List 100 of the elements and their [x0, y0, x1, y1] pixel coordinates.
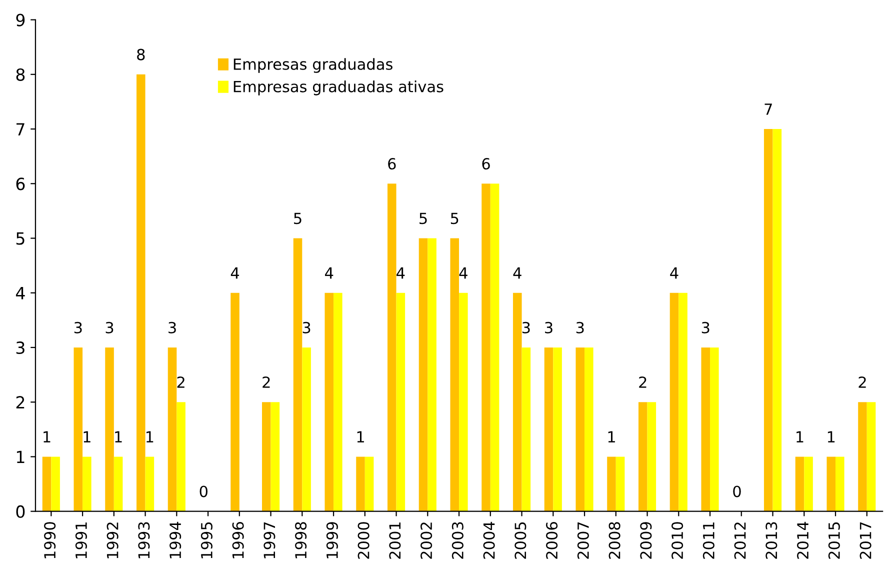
- data-label: 3: [168, 322, 176, 334]
- bar: [51, 456, 60, 512]
- data-label: 4: [513, 267, 522, 279]
- x-tick-label: 1998: [295, 522, 307, 558]
- bar: [866, 402, 876, 512]
- bar: [616, 456, 625, 512]
- data-label: 5: [450, 212, 458, 224]
- data-label: 1: [44, 431, 50, 442]
- x-tick-label: 1995: [200, 522, 212, 558]
- bar: [387, 184, 396, 512]
- bar: [302, 347, 311, 512]
- x-tick-label: 2006: [546, 522, 558, 559]
- x-tick-label: 1999: [326, 522, 338, 558]
- bar: [607, 456, 616, 512]
- x-tick-label: 2008: [608, 522, 620, 559]
- bar: [82, 456, 92, 512]
- bar: [795, 456, 804, 512]
- bar: [804, 456, 813, 512]
- bar: [396, 292, 406, 512]
- x-tick-label: 2015: [828, 522, 840, 559]
- data-label: 1: [146, 431, 154, 442]
- bar: [114, 456, 123, 512]
- data-label: 1: [796, 431, 804, 442]
- data-label: 4: [670, 267, 678, 279]
- y-tick-label: 0: [16, 505, 25, 518]
- x-tick-label: 2017: [860, 522, 872, 559]
- x-tick-label: 2007: [577, 522, 589, 559]
- bar: [364, 456, 374, 512]
- bar: [490, 184, 500, 512]
- bar: [576, 347, 585, 512]
- bar: [105, 347, 114, 512]
- bar: [324, 292, 334, 512]
- data-label: 2: [177, 376, 184, 388]
- data-label: 2: [858, 376, 866, 388]
- y-tick-label: 8: [16, 68, 25, 81]
- y-tick-label: 9: [16, 14, 25, 26]
- bar: [428, 238, 436, 512]
- data-label: 1: [608, 431, 615, 442]
- x-tick-label: 1997: [264, 522, 276, 558]
- x-tick-label: 2012: [734, 522, 746, 559]
- bar: [145, 456, 154, 512]
- y-tick-label: 4: [16, 287, 25, 300]
- x-tick-label: 2010: [672, 522, 684, 559]
- legend-label: Empresas graduadas ativas: [234, 80, 444, 96]
- x-tick-label: 2003: [452, 522, 464, 559]
- x-tick-label: 1992: [106, 522, 118, 558]
- bar: [230, 292, 240, 512]
- data-label: 1: [115, 431, 122, 442]
- bar: [584, 347, 594, 512]
- data-label: 3: [576, 322, 584, 334]
- data-label: 7: [764, 104, 772, 115]
- bar: [270, 402, 280, 512]
- bar: [293, 238, 302, 512]
- data-label: 0: [200, 486, 208, 498]
- bar: [858, 402, 867, 512]
- data-label: 1: [357, 431, 364, 442]
- bar: [764, 129, 773, 512]
- bar: [42, 456, 52, 512]
- x-tick-label: 2002: [420, 522, 432, 559]
- bar: [638, 402, 648, 512]
- x-tick-label: 1993: [138, 522, 150, 558]
- bar: [512, 292, 522, 512]
- data-label: 2: [262, 376, 270, 388]
- bar: [701, 347, 710, 512]
- x-tick-label: 1990: [44, 522, 56, 558]
- bar: [710, 347, 719, 512]
- data-label: 6: [482, 158, 490, 170]
- y-tick-label: 7: [16, 123, 24, 136]
- data-label: 8: [137, 48, 145, 60]
- bar: [168, 347, 177, 512]
- x-tick-label: 2013: [766, 522, 778, 559]
- x-tick-label: 2014: [797, 522, 809, 559]
- data-label: 4: [396, 267, 405, 279]
- y-tick-label: 6: [16, 178, 25, 190]
- data-label: 4: [459, 267, 468, 279]
- x-tick-label: 1994: [170, 522, 182, 558]
- data-label: 4: [325, 267, 334, 279]
- data-label: 5: [420, 212, 427, 224]
- bar: [826, 456, 836, 512]
- legend-label: Empresas graduadas: [234, 58, 392, 73]
- x-tick-label: 1991: [75, 522, 87, 558]
- bar: [74, 347, 83, 512]
- bar: [262, 402, 271, 512]
- y-tick-label: 5: [16, 232, 24, 245]
- bar: [450, 238, 460, 512]
- bar: [772, 129, 782, 512]
- bar: [836, 456, 844, 512]
- bar: [553, 347, 562, 512]
- bar: [334, 292, 342, 512]
- data-label: 2: [639, 376, 646, 388]
- bar: [647, 402, 656, 512]
- bar: [544, 347, 554, 512]
- bar: [176, 402, 186, 512]
- x-tick-label: 2005: [514, 522, 526, 559]
- bar: [418, 238, 428, 512]
- data-label: 0: [733, 486, 741, 498]
- x-tick-label: 2001: [389, 522, 401, 559]
- x-tick-label: 2000: [358, 522, 370, 559]
- bar: [522, 347, 531, 512]
- y-tick-label: 3: [16, 341, 24, 354]
